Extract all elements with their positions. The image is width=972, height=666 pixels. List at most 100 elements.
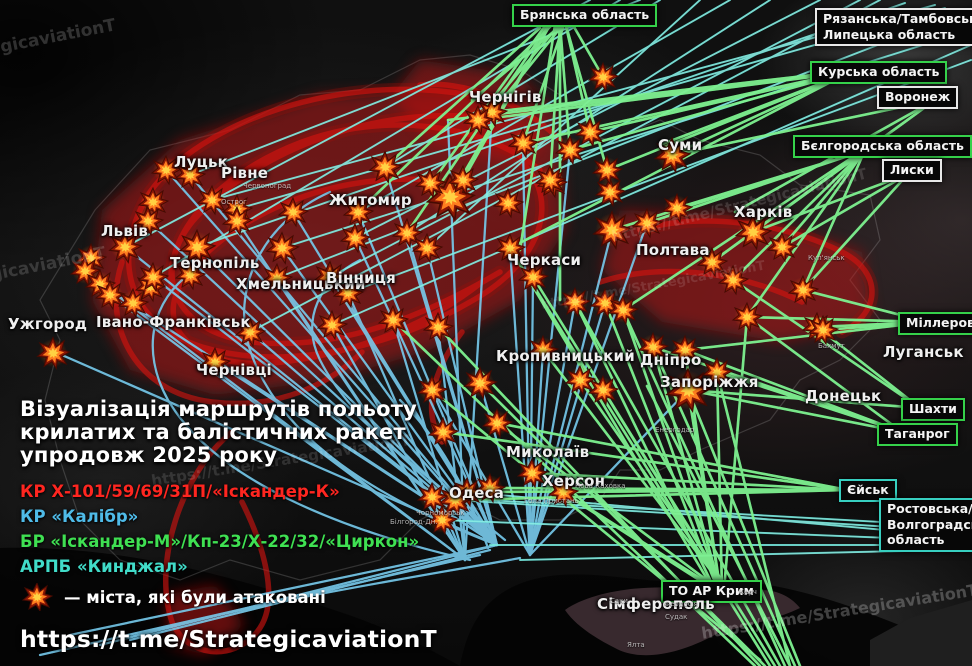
region-label: Шахти: [901, 398, 965, 421]
minor-label: Білгород-Дн.: [390, 518, 438, 526]
city-label: Одеса: [449, 484, 505, 502]
minor-label: Ялта: [627, 641, 645, 649]
city-label: Луцьк: [174, 153, 229, 171]
explosion-marker: [631, 207, 664, 239]
city-label: Львів: [101, 222, 149, 240]
explosion-marker: [547, 476, 580, 508]
explosion-marker: [221, 205, 254, 237]
explosion-marker: [427, 416, 460, 448]
region-label-text: Бєлгородська область: [801, 138, 964, 153]
city-label: Тернопіль: [170, 254, 260, 272]
explosion-marker: [174, 159, 207, 191]
explosion-marker: [261, 262, 294, 294]
region-label: Воронеж: [877, 86, 959, 109]
explosion-marker: [534, 164, 567, 196]
region-label: Лиски: [882, 159, 942, 182]
region-label-text: Міллерово: [906, 315, 972, 330]
explosion-marker: [411, 232, 444, 264]
city-label: Івано-Франківськ: [96, 313, 251, 331]
explosion-marker: [36, 336, 71, 370]
explosion-marker: [554, 134, 587, 166]
region-label-text: Воронеж: [885, 89, 951, 104]
crimea-land: [565, 587, 800, 656]
region-label: ТО АР Крим: [661, 580, 762, 603]
explosion-marker: [265, 231, 300, 265]
city-label: Черкаси: [507, 251, 582, 269]
minor-label: Енергодар: [655, 426, 695, 434]
explosion-marker: [339, 222, 372, 254]
explosion-marker: [574, 116, 607, 148]
city-label: Кропивницький: [496, 347, 635, 365]
region-label-text: Волгоградська: [887, 516, 972, 532]
ukraine-border: [39, 54, 881, 581]
legend-item: БР «Іскандер-М»/Кп-23/Х-22/32/«Циркон»: [20, 531, 420, 551]
taman-land: [870, 600, 972, 666]
explosion-marker: [717, 264, 750, 296]
explosion-marker: [277, 196, 310, 228]
region-label: Бєлгородська область: [793, 135, 972, 158]
explosion-marker: [592, 210, 634, 250]
explosion-marker: [807, 314, 840, 346]
explosion-marker: [316, 309, 349, 341]
explosion-marker: [591, 154, 624, 186]
channel-url[interactable]: https://t.me/StrategicaviationT: [20, 625, 437, 654]
explosion-marker: [653, 136, 692, 174]
explosion-marker: [150, 154, 183, 186]
region-label: Брянська область: [512, 4, 658, 27]
minor-label: Гола Пристань: [524, 497, 579, 505]
region-label-text: Єйськ: [847, 482, 889, 497]
routes-ballistic: [356, 18, 937, 666]
explosion-marker: [414, 167, 447, 199]
legend-title-line: упродовж 2025 року: [20, 443, 278, 468]
legend-title-line: Візуалізація маршрутів польоту: [20, 397, 418, 421]
explosion-marker: [516, 457, 549, 489]
minor-label: Феодосія: [664, 600, 698, 608]
legend-attacked-text: — міста, які були атаковані: [64, 587, 326, 607]
region-label: Курська область: [810, 61, 948, 84]
region-label-text: Лиски: [890, 162, 934, 177]
region-label-text: Липецька область: [823, 26, 956, 42]
minor-label: Нова Каховка: [575, 482, 626, 490]
explosion-marker: [474, 472, 507, 504]
explosion-marker: [661, 192, 694, 224]
explosion-marker: [669, 334, 702, 366]
city-label: Хмельницький: [236, 275, 366, 293]
city-label: Херсон: [542, 472, 606, 490]
explosion-marker: [94, 279, 127, 311]
explosion-marker: [174, 259, 207, 291]
explosion-marker: [696, 246, 729, 278]
explosion-marker: [108, 230, 143, 264]
region-label-text: Шахти: [909, 401, 957, 416]
explosion-marker: [564, 364, 597, 396]
explosion-marker: [132, 205, 165, 237]
explosion-marker: [607, 294, 640, 326]
legend-attacked-note: — міста, які були атаковані: [20, 583, 450, 612]
region-label-text: ТО АР Крим: [669, 583, 754, 598]
region-label: Єйськ: [839, 479, 897, 502]
explosion-marker: [734, 213, 773, 251]
region-label: Ростовська/Волгоградськаобласть: [879, 498, 972, 552]
city-label: Рівне: [221, 164, 269, 182]
explosion-marker: [178, 228, 217, 266]
explosion-marker: [196, 184, 229, 216]
explosion-marker: [234, 316, 267, 348]
explosion-marker: [787, 274, 820, 306]
explosion-marker: [731, 301, 764, 333]
region-label-text: Брянська область: [520, 7, 650, 22]
explosion-marker: [137, 261, 170, 293]
explosion-marker: [637, 331, 670, 363]
explosion-marker: [587, 61, 620, 93]
explosion-marker: [701, 356, 734, 388]
explosion-marker: [342, 196, 375, 228]
legend: Візуалізація маршрутів польоту крилатих …: [20, 397, 450, 654]
region-label-text: Рязанська/Тамбовська/: [823, 11, 972, 26]
explosion-markers: [36, 61, 840, 536]
legend-item: КР Х-101/59/69/31П/«Іскандер-К»: [20, 482, 340, 502]
explosion-marker: [426, 504, 459, 536]
legend-title: Візуалізація маршрутів польоту крилатих …: [20, 397, 450, 468]
city-label: Чернігів: [469, 88, 542, 106]
minor-label: Керч: [739, 588, 757, 596]
city-label: Луганськ: [883, 343, 964, 361]
